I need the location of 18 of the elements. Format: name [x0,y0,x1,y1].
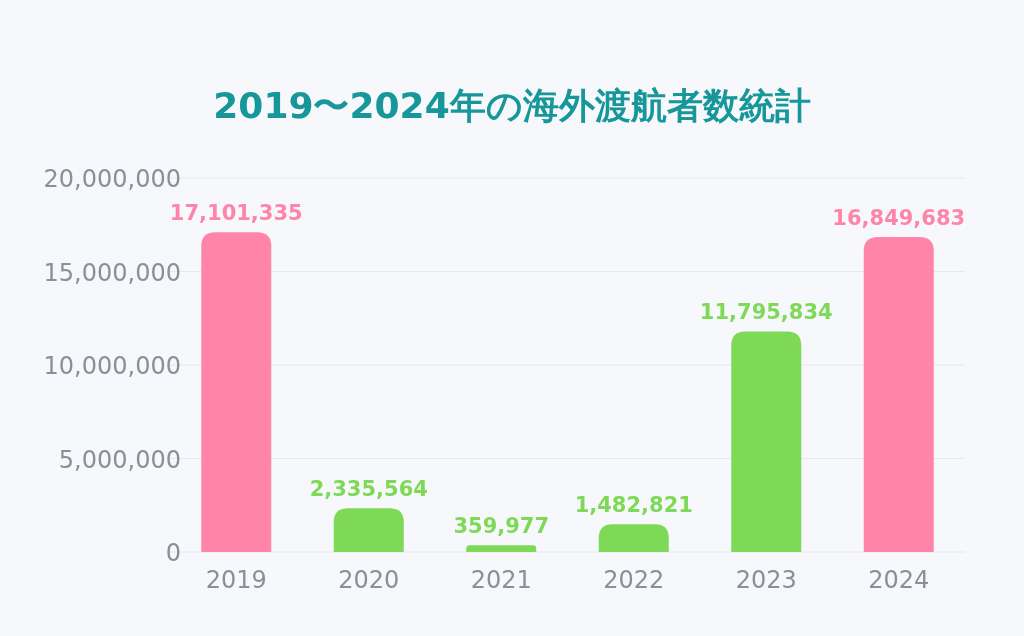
x-tick-label: 2023 [735,566,797,594]
y-tick-label: 10,000,000 [43,352,181,380]
y-tick-label: 20,000,000 [43,165,181,193]
x-tick-label: 2019 [205,566,267,594]
data-label: 11,795,834 [699,300,833,325]
data-label: 17,101,335 [169,201,303,226]
y-tick-label: 5,000,000 [58,445,181,474]
data-label: 16,849,683 [832,205,966,230]
x-tick-label: 2021 [470,566,532,594]
x-tick-label: 2024 [868,566,930,594]
x-tick-label: 2022 [603,566,665,594]
data-label: 2,335,564 [309,477,428,502]
y-tick-label: 15,000,000 [43,258,181,287]
title: 2019〜2024年の海外渡航者数統計 [213,85,811,126]
y-tick-label: 0 [165,539,181,567]
data-label: 1,482,821 [574,493,693,518]
data-label: 359,977 [453,514,550,539]
x-tick-label: 2020 [338,566,400,594]
